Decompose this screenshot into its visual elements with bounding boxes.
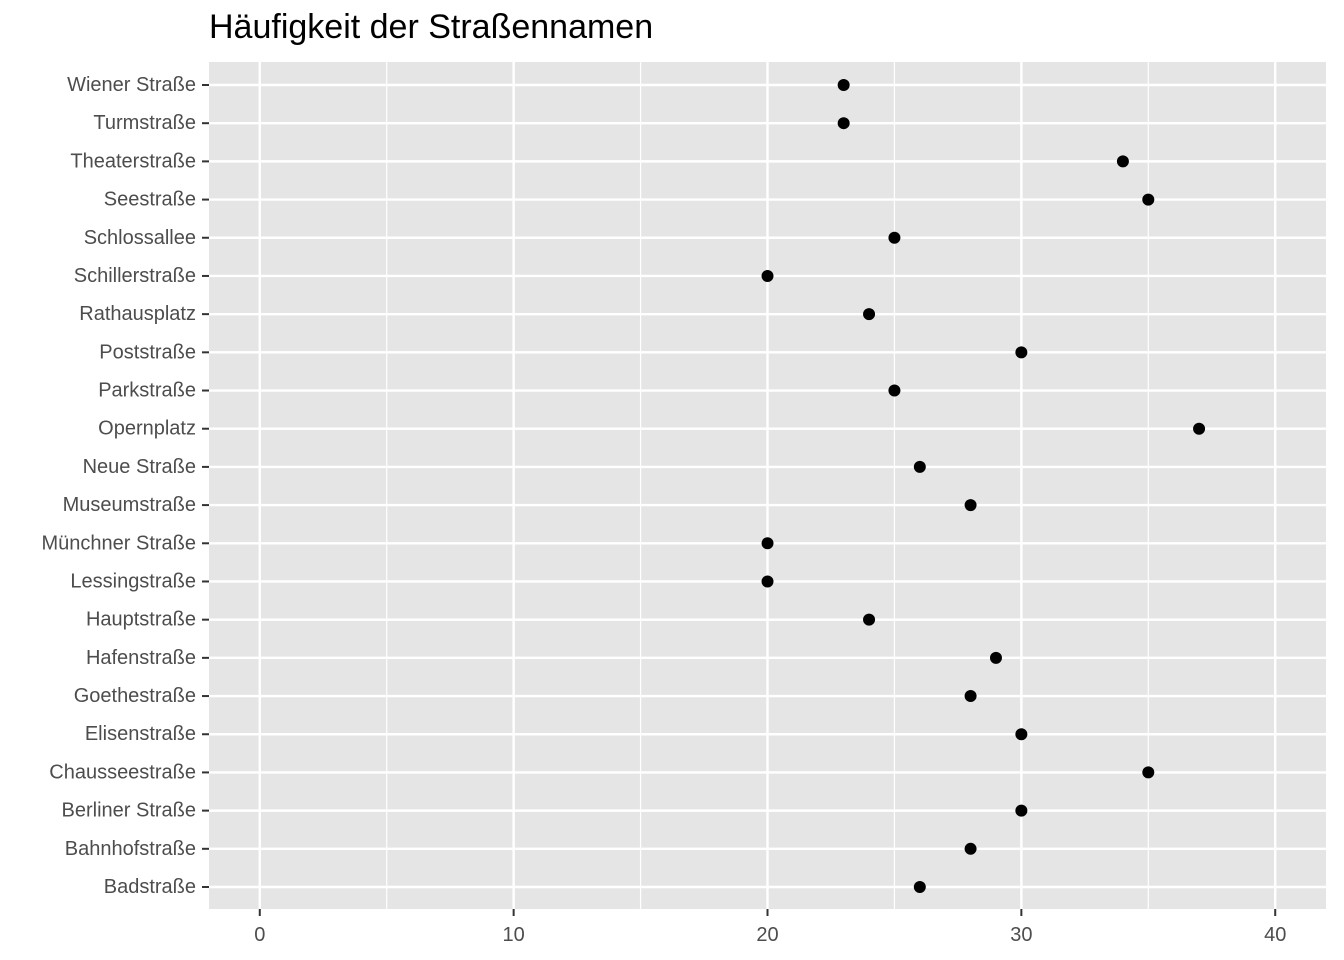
data-point	[913, 881, 926, 893]
data-point	[863, 308, 876, 321]
data-point	[837, 117, 850, 130]
data-point	[989, 651, 1002, 664]
y-tick-label: Chausseestraße	[49, 761, 196, 783]
y-tick-label: Rathausplatz	[79, 303, 196, 325]
y-tick-label: Wiener Straße	[67, 74, 196, 96]
y-tick-label: Hafenstraße	[86, 647, 196, 669]
y-tick-label: Neue Straße	[83, 456, 196, 478]
y-tick-label: Poststraße	[99, 341, 196, 363]
data-point	[1142, 766, 1155, 779]
data-point	[1015, 804, 1028, 817]
data-points	[761, 79, 1206, 893]
data-point	[1015, 346, 1028, 359]
x-tick-label: 40	[1264, 924, 1286, 946]
y-tick-label: Lessingstraße	[70, 570, 196, 592]
data-point	[913, 460, 926, 473]
y-axis: Badstraße Bahnhofstraße Berliner Straße Cha…	[41, 74, 209, 898]
chart-title: Häufigkeit der Straßennamen	[209, 8, 654, 46]
x-tick-label: 0	[254, 924, 265, 946]
y-tick-label: Elisenstraße	[85, 723, 196, 745]
data-point	[1193, 422, 1206, 435]
x-tick-label: 20	[756, 924, 778, 946]
data-point	[837, 79, 850, 91]
y-tick-label: Hauptstraße	[86, 609, 196, 631]
data-point	[761, 575, 774, 588]
data-point	[863, 613, 876, 626]
data-point	[964, 842, 977, 855]
y-tick-label: Berliner Straße	[62, 800, 197, 822]
x-tick-label: 10	[503, 924, 525, 946]
y-tick-label: Schillerstraße	[74, 265, 196, 287]
data-point	[1142, 193, 1155, 206]
x-tick-label: 30	[1010, 924, 1032, 946]
y-tick-label: Schlossallee	[84, 227, 196, 249]
data-point	[888, 384, 901, 397]
y-tick-label: Museumstraße	[63, 494, 196, 516]
y-tick-label: Münchner Straße	[41, 532, 196, 554]
y-tick-label: Goethestraße	[74, 685, 196, 707]
y-tick-label: Bahnhofstraße	[65, 838, 196, 860]
y-tick-label: Opernplatz	[98, 418, 196, 440]
y-tick-label: Theaterstraße	[70, 150, 196, 172]
y-tick-label: Turmstraße	[93, 112, 196, 134]
data-point	[888, 231, 901, 244]
data-point	[1116, 155, 1129, 168]
data-point	[964, 499, 977, 512]
data-point	[761, 537, 774, 550]
x-axis: 0 10 20 30 40	[254, 909, 1286, 946]
data-point	[964, 690, 977, 703]
data-point	[1015, 728, 1028, 741]
y-tick-label: Parkstraße	[98, 380, 196, 402]
data-point	[761, 269, 774, 282]
y-tick-label: Seestraße	[104, 189, 196, 211]
y-tick-label: Badstraße	[104, 876, 196, 898]
